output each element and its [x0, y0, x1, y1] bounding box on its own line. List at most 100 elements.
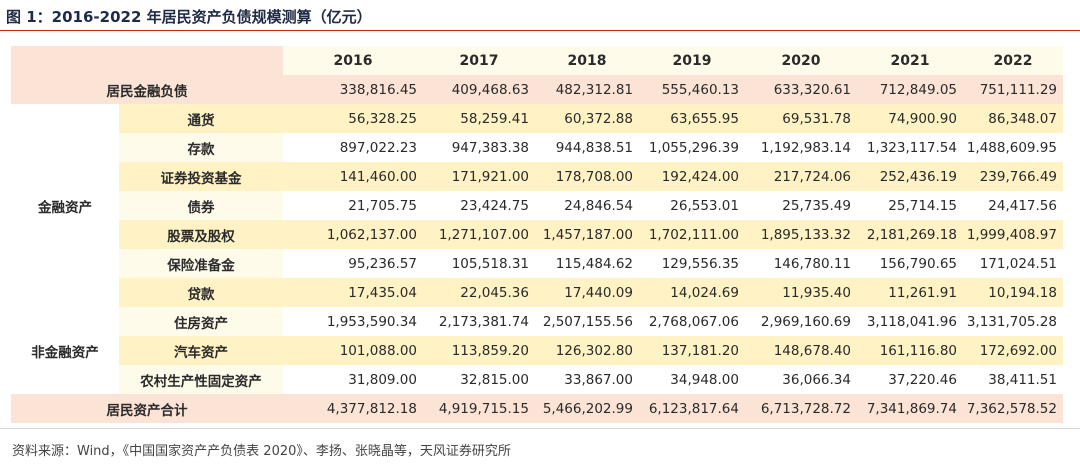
value-cell: 146,780.11: [745, 249, 857, 278]
value-cell: 555,460.13: [639, 75, 745, 104]
value-cell: 2,507,155.56: [535, 307, 639, 336]
header-empty-cell: [11, 46, 283, 75]
value-cell: 2,181,269.18: [857, 220, 963, 249]
value-cell: 141,460.00: [283, 162, 423, 191]
value-cell: 3,118,041.96: [857, 307, 963, 336]
value-cell: 1,271,107.00: [423, 220, 535, 249]
value-cell: 25,735.49: [745, 191, 857, 220]
figure-title: 图 1：2016-2022 年居民资产负债规模测算（亿元）: [6, 8, 372, 26]
value-cell: 192,424.00: [639, 162, 745, 191]
row-label: 农村生产性固定资产: [119, 365, 283, 394]
value-cell: 32,815.00: [423, 365, 535, 394]
value-cell: 944,838.51: [535, 133, 639, 162]
value-cell: 37,220.46: [857, 365, 963, 394]
value-cell: 1,323,117.54: [857, 133, 963, 162]
value-cell: 60,372.88: [535, 104, 639, 133]
value-cell: 751,111.29: [963, 75, 1063, 104]
value-cell: 101,088.00: [283, 336, 423, 365]
table-row: 贷款 17,435.04 22,045.36 17,440.09 14,024.69 11…: [11, 278, 1063, 307]
row-label: 住房资产: [119, 307, 283, 336]
value-cell: 22,045.36: [423, 278, 535, 307]
table-row: 汽车资产 101,088.00 113,859.20 126,302.80 137,18…: [11, 336, 1063, 365]
row-label: 贷款: [119, 278, 283, 307]
value-cell: 1,062,137.00: [283, 220, 423, 249]
value-cell: 217,724.06: [745, 162, 857, 191]
value-cell: 126,302.80: [535, 336, 639, 365]
table-row: 农村生产性固定资产 31,809.00 32,815.00 33,867.00 34,9…: [11, 365, 1063, 394]
row-label: 通货: [119, 104, 283, 133]
value-cell: 25,714.15: [857, 191, 963, 220]
value-cell: 24,417.56: [963, 191, 1063, 220]
value-cell: 58,259.41: [423, 104, 535, 133]
value-cell: 171,921.00: [423, 162, 535, 191]
table-row: 存款 897,022.23 947,383.38 944,838.51 1,055,29…: [11, 133, 1063, 162]
data-table: 2016 2017 2018 2019 2020 2021 2022 居民金融负债 338,81…: [11, 46, 1063, 423]
value-cell: 338,816.45: [283, 75, 423, 104]
value-cell: 11,935.40: [745, 278, 857, 307]
value-cell: 5,466,202.99: [535, 394, 639, 423]
header-row: 2016 2017 2018 2019 2020 2021 2022: [11, 46, 1063, 75]
value-cell: 947,383.38: [423, 133, 535, 162]
source-note: 资料来源：Wind，《中国国家资产产负债表 2020》、李扬、张晓晶等，天风证券…: [12, 444, 511, 459]
value-cell: 113,859.20: [423, 336, 535, 365]
value-cell: 21,705.75: [283, 191, 423, 220]
value-cell: 23,424.75: [423, 191, 535, 220]
year-header: 2020: [745, 46, 857, 75]
value-cell: 172,692.00: [963, 336, 1063, 365]
value-cell: 2,768,067.06: [639, 307, 745, 336]
value-cell: 105,518.31: [423, 249, 535, 278]
liability-row: 居民金融负债 338,816.45 409,468.63 482,312.81 555,…: [11, 75, 1063, 104]
value-cell: 482,312.81: [535, 75, 639, 104]
source-rule: [0, 428, 1080, 429]
value-cell: 63,655.95: [639, 104, 745, 133]
table-row: 金融资产 通货 56,328.25 58,259.41 60,372.88 63,655.…: [11, 104, 1063, 307]
value-cell: 129,556.35: [639, 249, 745, 278]
year-header: 2018: [535, 46, 639, 75]
value-cell: 161,116.80: [857, 336, 963, 365]
value-cell: 38,411.51: [963, 365, 1063, 394]
value-cell: 36,066.34: [745, 365, 857, 394]
value-cell: 95,236.57: [283, 249, 423, 278]
row-label: 证券投资基金: [119, 162, 283, 191]
year-header: 2016: [283, 46, 423, 75]
value-cell: 26,553.01: [639, 191, 745, 220]
value-cell: 31,809.00: [283, 365, 423, 394]
value-cell: 1,999,408.97: [963, 220, 1063, 249]
value-cell: 1,953,590.34: [283, 307, 423, 336]
table-body: 2016 2017 2018 2019 2020 2021 2022 居民金融负债 338,81…: [11, 46, 1063, 423]
table-row: 证券投资基金 141,460.00 171,921.00 178,708.00 192,…: [11, 162, 1063, 191]
year-header: 2019: [639, 46, 745, 75]
row-label: 债券: [119, 191, 283, 220]
value-cell: 17,440.09: [535, 278, 639, 307]
table-row: 债券 21,705.75 23,424.75 24,846.54 26,553.01 25…: [11, 191, 1063, 220]
value-cell: 115,484.62: [535, 249, 639, 278]
value-cell: 3,131,705.28: [963, 307, 1063, 336]
value-cell: 156,790.65: [857, 249, 963, 278]
value-cell: 56,328.25: [283, 104, 423, 133]
value-cell: 14,024.69: [639, 278, 745, 307]
data-table-wrap: 2016 2017 2018 2019 2020 2021 2022 居民金融负债 338,81…: [11, 46, 1063, 423]
value-cell: 34,948.00: [639, 365, 745, 394]
row-label: 汽车资产: [119, 336, 283, 365]
value-cell: 10,194.18: [963, 278, 1063, 307]
value-cell: 409,468.63: [423, 75, 535, 104]
value-cell: 1,488,609.95: [963, 133, 1063, 162]
table-row: 保险准备金 95,236.57 105,518.31 115,484.62 129,55…: [11, 249, 1063, 278]
row-label: 保险准备金: [119, 249, 283, 278]
value-cell: 171,024.51: [963, 249, 1063, 278]
value-cell: 86,348.07: [963, 104, 1063, 133]
value-cell: 1,457,187.00: [535, 220, 639, 249]
row-label: 存款: [119, 133, 283, 162]
value-cell: 2,173,381.74: [423, 307, 535, 336]
value-cell: 148,678.40: [745, 336, 857, 365]
value-cell: 11,261.91: [857, 278, 963, 307]
value-cell: 897,022.23: [283, 133, 423, 162]
value-cell: 1,702,111.00: [639, 220, 745, 249]
table-row: 股票及股权 1,062,137.00 1,271,107.00 1,457,187.0…: [11, 220, 1063, 249]
year-header: 2017: [423, 46, 535, 75]
value-cell: 24,846.54: [535, 191, 639, 220]
value-cell: 6,123,817.64: [639, 394, 745, 423]
value-cell: 74,900.90: [857, 104, 963, 133]
value-cell: 69,531.78: [745, 104, 857, 133]
value-cell: 252,436.19: [857, 162, 963, 191]
